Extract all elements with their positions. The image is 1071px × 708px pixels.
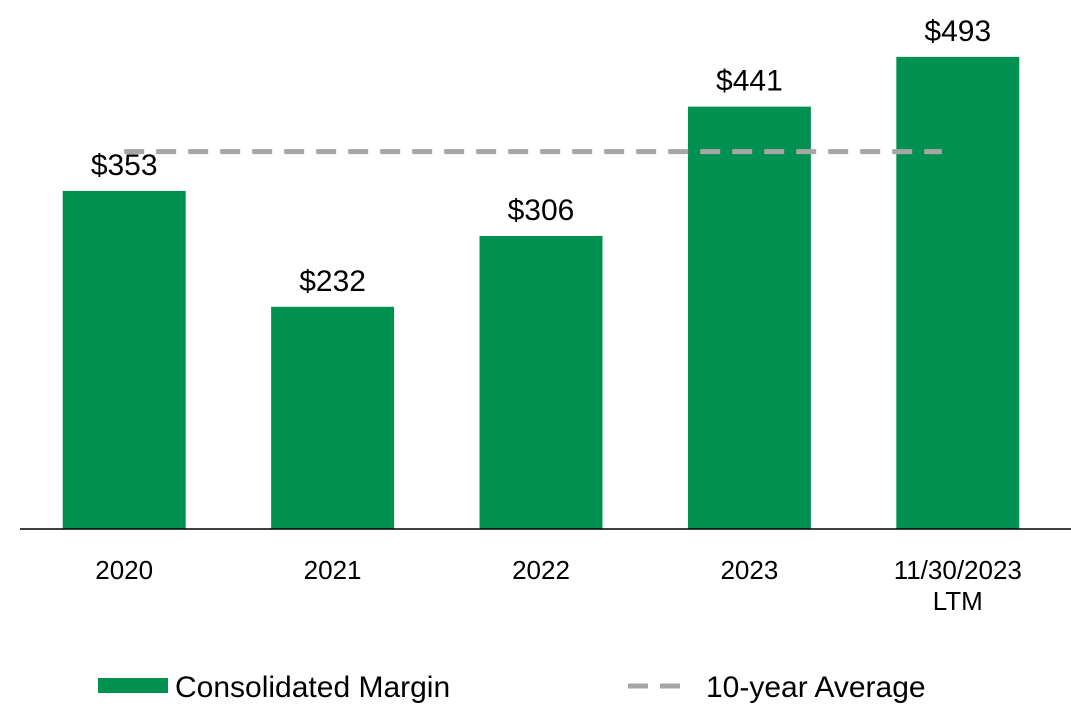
x-tick-label: 2023 <box>720 555 779 585</box>
legend-swatch <box>98 678 168 693</box>
bar <box>271 306 395 529</box>
data-label: $306 <box>508 194 575 227</box>
data-label: $232 <box>299 265 366 298</box>
legend-label: Consolidated Margin <box>175 671 450 704</box>
bar <box>896 56 1020 529</box>
bar <box>479 235 603 529</box>
x-tick-label: 2020 <box>95 555 154 585</box>
x-tick-label: 11/30/2023 LTM <box>893 555 1022 616</box>
x-tick-label: 2022 <box>512 555 570 585</box>
data-label: $493 <box>924 15 991 48</box>
data-label: $441 <box>716 65 783 98</box>
x-tick-label: 2021 <box>303 555 362 585</box>
legend-label: 10-year Average <box>706 671 926 704</box>
bar <box>687 106 811 530</box>
data-label: $353 <box>91 149 158 182</box>
bar <box>62 190 186 529</box>
